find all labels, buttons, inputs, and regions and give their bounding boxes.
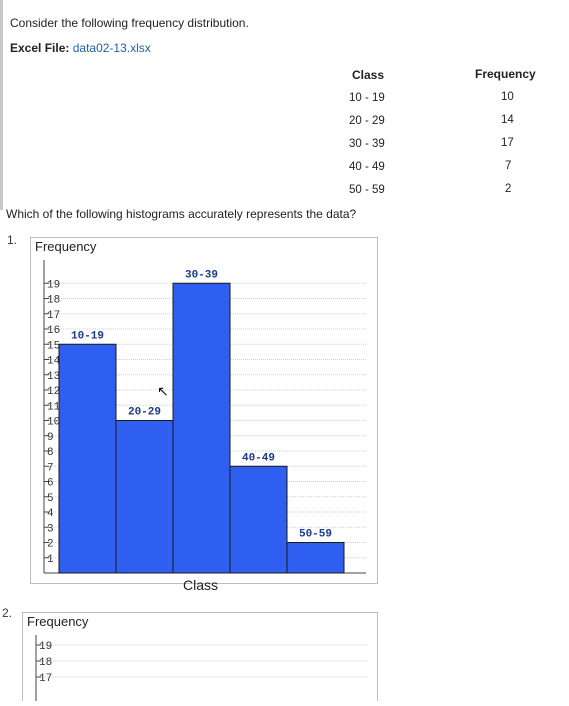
class-cell: 30 - 39 [349,138,385,150]
y-tick-label: 17 [39,673,52,685]
option-number: 1. [7,233,18,247]
y-tick-label: 17 [47,310,60,322]
y-tick-label: 3 [47,523,54,535]
x-axis-label: Class [183,577,219,593]
histogram-chart: 1234567891011121314151617181910-1920-293… [43,260,366,574]
freq-cell: 7 [505,160,512,172]
y-tick-label: 14 [47,356,61,368]
class-cell: 10 - 19 [349,92,385,104]
y-tick-label: 10 [47,417,60,429]
option-1-histogram[interactable]: 1 2 3 4 5 6 7 8 9 10 11 12 13 14 15 16 17 18 19 10-19 20-29 3… [30,237,378,584]
question-prompt: Which of the following histograms accura… [6,207,357,221]
freq-cell: 17 [501,137,514,149]
y-tick-label: 15 [47,340,60,352]
freq-cell: 10 [501,91,514,103]
class-cell: 20 - 29 [349,115,385,127]
class-header: Class [352,68,385,82]
left-edge-border [0,0,3,210]
bar-label: 30-39 [185,269,218,281]
class-cell: 40 - 49 [349,161,385,173]
y-axis-label: Frequency [35,239,97,254]
class-cell: 50 - 59 [349,184,385,196]
y-tick-label: 9 [47,432,54,444]
histogram-bar [172,282,231,574]
histogram-chart: 17 18 19 [35,635,368,701]
bar-label: 10-19 [71,330,104,342]
mouse-cursor-icon: ↖ [157,383,169,399]
y-axis-label: Frequency [27,614,89,629]
histogram-bar [58,343,117,574]
bar-label: 40-49 [242,452,275,464]
y-tick-label: 4 [47,508,54,520]
y-tick-label: 2 [47,539,54,551]
histogram-bar [229,465,288,574]
excel-file-link[interactable]: data02-13.xlsx [72,41,151,55]
y-tick-label: 6 [47,478,54,490]
histogram-bar [286,542,345,574]
y-tick-label: 8 [47,447,54,459]
option-number: 2. [2,606,13,620]
y-tick-label: 19 [39,641,52,653]
option-2-histogram[interactable]: 17 18 19 [22,612,378,701]
histogram-bar [115,420,174,574]
y-tick-label: 1 [47,554,54,566]
bar-label: 50-59 [299,529,332,541]
y-tick-label: 13 [47,371,60,383]
y-tick-label: 11 [47,401,61,413]
y-tick-label: 12 [47,386,60,398]
bar-label: 20-29 [128,407,161,419]
y-tick-label: 18 [39,657,52,669]
y-tick-label: 16 [47,325,60,337]
y-tick-label: 5 [47,493,54,505]
y-tick-label: 19 [47,279,60,291]
y-tick-label: 18 [47,295,60,307]
question-intro: Consider the following frequency distrib… [10,16,249,30]
freq-cell: 2 [505,183,512,195]
frequency-header: Frequency [475,67,536,81]
freq-cell: 14 [501,114,514,126]
excel-file-line: Excel File: data02-13.xlsx [10,41,151,55]
y-tick-label: 7 [47,462,54,474]
excel-file-label: Excel File: [10,41,70,55]
